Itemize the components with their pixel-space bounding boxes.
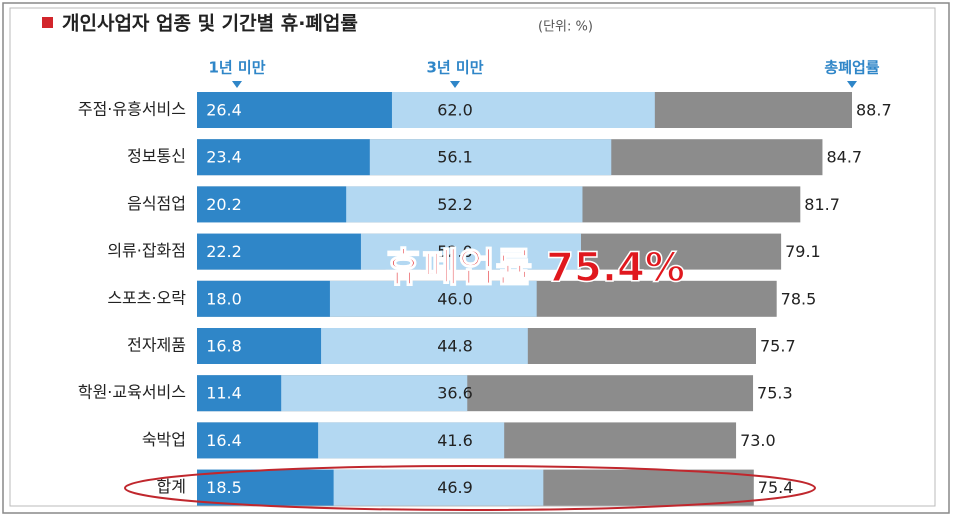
value-label: 52.2 [437,195,473,214]
value-label: 20.2 [206,195,242,214]
value-label: 36.6 [437,384,473,403]
value-label: 75.3 [757,384,793,403]
value-label: 62.0 [437,101,473,120]
value-label: 41.6 [437,431,473,450]
bar [197,280,330,317]
value-label: 23.4 [206,148,242,167]
bar [197,92,392,128]
bar [197,139,370,176]
value-label: 75.7 [760,337,796,356]
value-label: 16.8 [206,337,242,356]
value-label: 56.1 [437,148,473,167]
legend-label: 1년 미만 [208,59,265,77]
value-label: 78.5 [781,289,817,308]
value-label: 79.1 [785,242,821,261]
legend-label: 총폐업률 [824,59,879,77]
y-tick-label: 숙박업 [142,430,186,449]
y-tick-label: 전자제품 [127,336,186,355]
bar [197,328,322,364]
bar [197,422,319,459]
legend-arrow [232,81,242,88]
chart-subtitle: (단위: %) [538,20,593,35]
value-label: 26.4 [206,101,242,120]
plot: 주점·유흥서비스 26.4 62.0 88.7 정보통신 23.4 56.1 84.7 음식점업… [78,92,892,506]
value-label: 18.5 [206,478,242,497]
value-label: 81.7 [804,195,840,214]
value-label: 73.0 [740,431,776,450]
legend-arrow [847,81,857,88]
y-tick-label: 합계 [157,477,186,496]
legend: 1년 미만 3년 미만 총폐업률 [208,59,880,88]
bar [197,186,347,223]
highlight-ellipse [124,465,816,511]
legend-label: 3년 미만 [426,59,483,77]
y-tick-label: 음식점업 [127,194,186,213]
value-label: 88.7 [856,101,892,120]
y-tick-label: 의류·잡화점 [107,241,186,260]
y-tick-label: 주점·유흥서비스 [78,100,186,119]
value-label: 44.8 [437,337,473,356]
value-label: 16.4 [206,431,242,450]
chart-title: 개인사업자 업종 및 기간별 휴·폐업률 [62,13,358,35]
value-label: 84.7 [826,148,862,167]
value-label: 22.2 [206,242,242,261]
value-label: 52.0 [437,242,473,261]
y-tick-label: 정보통신 [127,147,186,166]
legend-arrow [450,81,460,88]
value-label: 18.0 [206,289,242,308]
value-label: 11.4 [206,384,242,403]
bar [197,233,361,270]
annotation: 휴폐업률 75.4% [385,245,685,291]
value-label: 75.4 [758,478,794,497]
bar [197,469,334,506]
value-label: 46.0 [437,289,473,308]
bar [197,375,282,412]
y-tick-label: 스포츠·오락 [107,288,186,307]
y-tick-label: 학원·교육서비스 [78,383,186,402]
value-label: 46.9 [437,478,473,497]
title-marker [42,17,53,28]
